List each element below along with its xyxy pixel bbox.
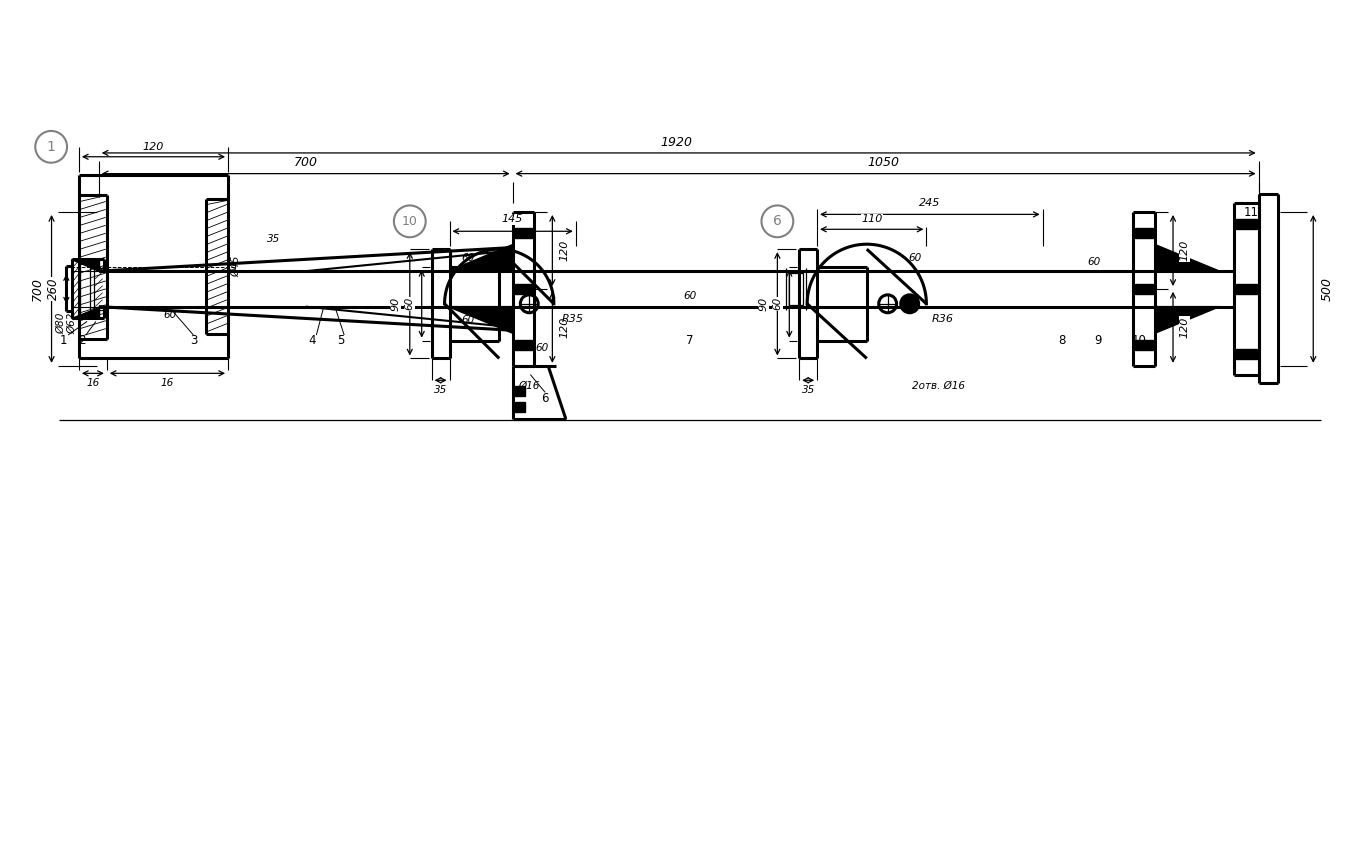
Text: 90: 90	[390, 297, 401, 311]
Text: 700: 700	[31, 277, 44, 301]
Polygon shape	[448, 307, 513, 333]
Polygon shape	[1155, 307, 1220, 333]
Text: 10: 10	[401, 215, 418, 228]
Bar	[515, 402, 524, 412]
Text: 120: 120	[1179, 316, 1190, 338]
Text: 3: 3	[190, 334, 197, 348]
Text: 2отв. Ø16: 2отв. Ø16	[912, 382, 965, 391]
Polygon shape	[448, 244, 513, 271]
Text: 145: 145	[502, 215, 523, 225]
Text: 60: 60	[908, 254, 921, 263]
Text: 2: 2	[79, 334, 86, 348]
Bar	[515, 228, 532, 237]
Text: 110: 110	[861, 215, 882, 225]
Text: 35: 35	[801, 385, 815, 395]
Text: 35: 35	[434, 385, 448, 395]
Text: 9: 9	[1095, 334, 1102, 348]
Text: 60: 60	[405, 297, 415, 310]
Text: 10: 10	[1132, 334, 1147, 348]
Text: 90: 90	[759, 297, 768, 311]
Text: R35: R35	[562, 314, 584, 324]
Text: 35: 35	[266, 234, 280, 243]
Text: 120: 120	[143, 142, 164, 152]
Polygon shape	[71, 307, 98, 319]
Text: 60: 60	[461, 254, 475, 263]
Text: Ø16: Ø16	[519, 382, 541, 391]
Text: 7: 7	[687, 334, 693, 348]
Circle shape	[901, 295, 919, 313]
Text: Ø62: Ø62	[67, 313, 76, 334]
Bar	[1235, 219, 1257, 229]
Text: 60: 60	[536, 343, 549, 353]
Text: 11: 11	[1244, 205, 1259, 219]
Polygon shape	[71, 259, 98, 271]
Text: Ø80: Ø80	[56, 313, 66, 334]
Bar	[1136, 340, 1153, 350]
Text: 120: 120	[560, 316, 569, 338]
Text: 60: 60	[164, 310, 176, 321]
Text: 120: 120	[1179, 240, 1190, 261]
Text: R36: R36	[931, 314, 953, 324]
Bar	[1136, 284, 1153, 294]
Text: 5: 5	[337, 334, 345, 348]
Text: 60: 60	[1087, 257, 1100, 267]
Text: 16: 16	[86, 378, 100, 388]
Bar	[515, 284, 532, 294]
Text: 60: 60	[773, 297, 782, 310]
Polygon shape	[1155, 244, 1220, 271]
Text: 6: 6	[773, 215, 782, 228]
Bar	[1235, 349, 1257, 359]
Text: 1: 1	[60, 334, 67, 348]
Text: 6: 6	[542, 392, 549, 404]
Text: 1920: 1920	[661, 136, 692, 148]
Text: 8: 8	[1059, 334, 1066, 348]
Text: 245: 245	[919, 198, 940, 209]
Text: 700: 700	[293, 156, 318, 170]
Text: 1050: 1050	[867, 156, 900, 170]
Text: 16: 16	[161, 378, 173, 388]
Bar	[789, 273, 804, 304]
Text: 4: 4	[308, 334, 315, 348]
Text: 260: 260	[46, 277, 60, 300]
Text: 500: 500	[1321, 277, 1334, 301]
Bar	[1235, 284, 1257, 294]
Bar	[1136, 228, 1153, 237]
Text: Ø45: Ø45	[231, 256, 242, 277]
Text: 1: 1	[46, 140, 56, 153]
Text: 60: 60	[684, 291, 696, 301]
Text: 60: 60	[461, 315, 475, 325]
Text: 120: 120	[560, 240, 569, 261]
Bar	[515, 386, 524, 396]
Bar	[515, 340, 532, 350]
